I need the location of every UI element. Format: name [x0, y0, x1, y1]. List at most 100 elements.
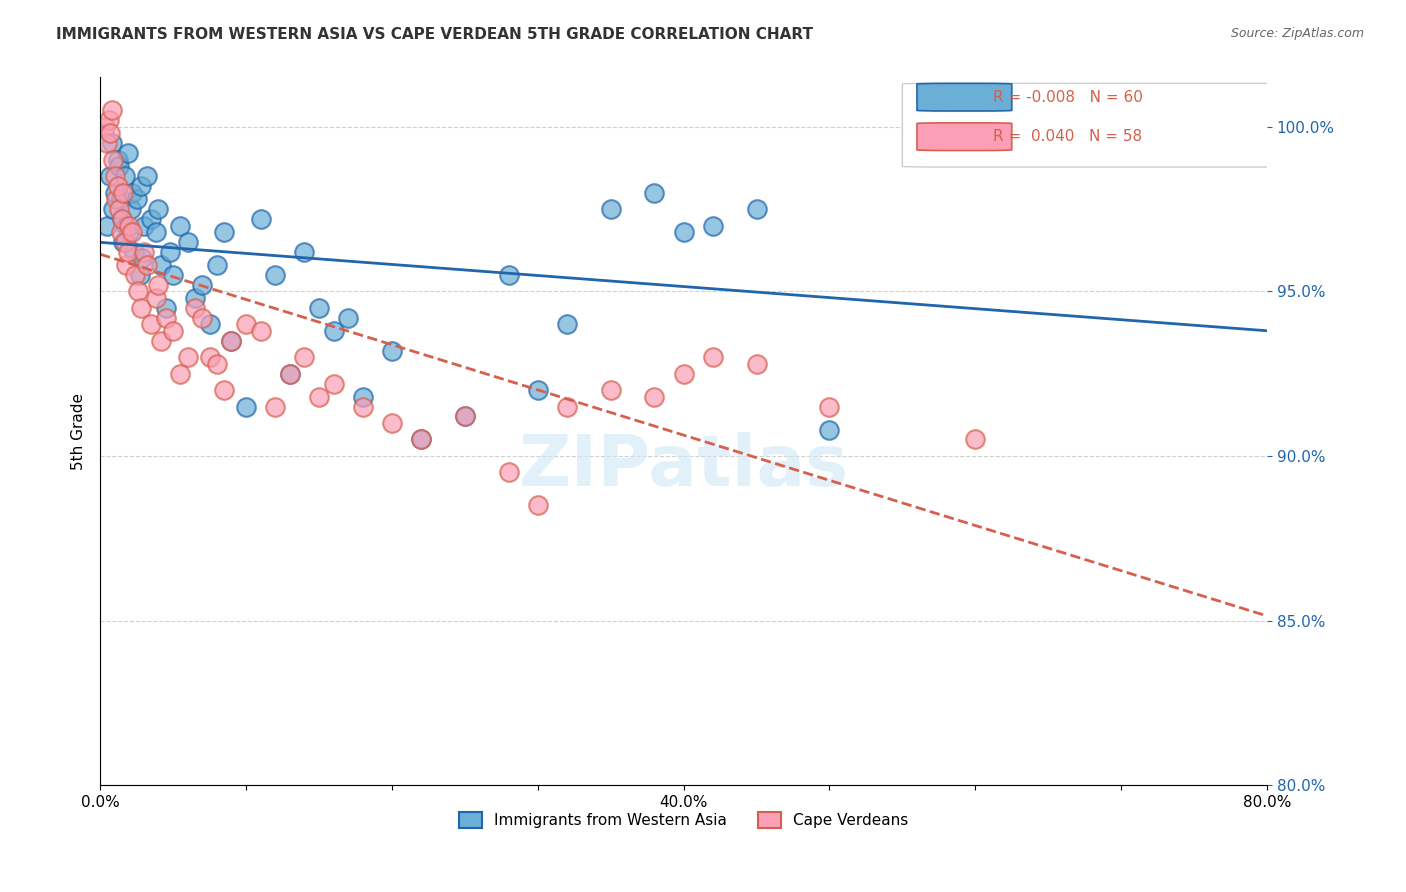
Point	[322, 324, 344, 338]
Point	[112, 235, 135, 249]
Point	[117, 146, 139, 161]
FancyBboxPatch shape	[903, 83, 1303, 167]
Point	[128, 268, 150, 282]
Point	[249, 211, 271, 226]
Point	[125, 192, 148, 206]
Point	[108, 202, 131, 216]
Point	[264, 400, 287, 414]
Point	[107, 179, 129, 194]
Point	[107, 153, 129, 167]
Point	[105, 192, 128, 206]
Point	[135, 169, 157, 184]
Point	[97, 113, 120, 128]
Point	[112, 186, 135, 200]
Point	[278, 367, 301, 381]
Point	[198, 318, 221, 332]
Point	[352, 390, 374, 404]
Point	[278, 367, 301, 381]
Text: IMMIGRANTS FROM WESTERN ASIA VS CAPE VERDEAN 5TH GRADE CORRELATION CHART: IMMIGRANTS FROM WESTERN ASIA VS CAPE VER…	[56, 27, 813, 42]
Point	[131, 252, 153, 266]
Point	[110, 192, 132, 206]
Point	[555, 400, 578, 414]
Point	[101, 103, 124, 118]
Point	[121, 225, 143, 239]
Point	[104, 169, 127, 184]
Point	[264, 268, 287, 282]
Point	[235, 400, 257, 414]
Point	[205, 357, 228, 371]
Point	[114, 235, 136, 249]
Point	[205, 258, 228, 272]
Point	[198, 350, 221, 364]
Point	[103, 153, 125, 167]
Point	[127, 285, 149, 299]
Point	[454, 409, 477, 424]
Point	[141, 211, 163, 226]
Point	[818, 423, 841, 437]
Point	[169, 367, 191, 381]
Point	[108, 159, 131, 173]
Point	[1109, 103, 1132, 118]
Point	[145, 291, 167, 305]
Point	[184, 291, 207, 305]
Point	[965, 433, 987, 447]
Point	[120, 202, 142, 216]
Point	[169, 219, 191, 233]
Point	[221, 334, 243, 348]
Point	[643, 186, 665, 200]
Point	[555, 318, 578, 332]
Point	[292, 244, 315, 259]
Point	[212, 383, 235, 397]
Point	[322, 376, 344, 391]
Text: R = -0.008   N = 60: R = -0.008 N = 60	[993, 90, 1143, 104]
Point	[124, 268, 146, 282]
Point	[599, 202, 621, 216]
Point	[141, 318, 163, 332]
Point	[176, 350, 198, 364]
Point	[221, 334, 243, 348]
FancyBboxPatch shape	[917, 83, 1012, 111]
Point	[352, 400, 374, 414]
Text: Source: ZipAtlas.com: Source: ZipAtlas.com	[1230, 27, 1364, 40]
Point	[115, 258, 138, 272]
Point	[155, 310, 177, 325]
Text: R =  0.040   N = 58: R = 0.040 N = 58	[993, 129, 1142, 145]
Point	[745, 357, 768, 371]
Point	[121, 186, 143, 200]
Point	[818, 400, 841, 414]
Point	[129, 301, 152, 315]
Text: ZIPatlas: ZIPatlas	[519, 432, 849, 501]
Point	[122, 244, 145, 259]
Point	[101, 136, 124, 151]
Point	[129, 179, 152, 194]
Point	[643, 390, 665, 404]
Point	[148, 202, 170, 216]
Point	[745, 202, 768, 216]
Point	[103, 202, 125, 216]
Point	[155, 301, 177, 315]
Point	[150, 334, 173, 348]
Point	[381, 416, 404, 430]
Point	[702, 350, 724, 364]
Point	[498, 466, 520, 480]
Point	[150, 258, 173, 272]
Point	[115, 219, 138, 233]
Point	[162, 324, 184, 338]
Point	[498, 268, 520, 282]
Point	[162, 268, 184, 282]
Y-axis label: 5th Grade: 5th Grade	[72, 392, 86, 470]
Point	[132, 244, 155, 259]
Point	[111, 211, 134, 226]
Point	[409, 433, 432, 447]
Point	[176, 235, 198, 249]
Legend: Immigrants from Western Asia, Cape Verdeans: Immigrants from Western Asia, Cape Verde…	[453, 805, 914, 834]
Point	[292, 350, 315, 364]
Point	[235, 318, 257, 332]
Point	[159, 244, 181, 259]
Point	[308, 390, 330, 404]
FancyBboxPatch shape	[917, 123, 1012, 151]
Point	[212, 225, 235, 239]
Point	[454, 409, 477, 424]
Point	[672, 225, 695, 239]
Point	[104, 186, 127, 200]
